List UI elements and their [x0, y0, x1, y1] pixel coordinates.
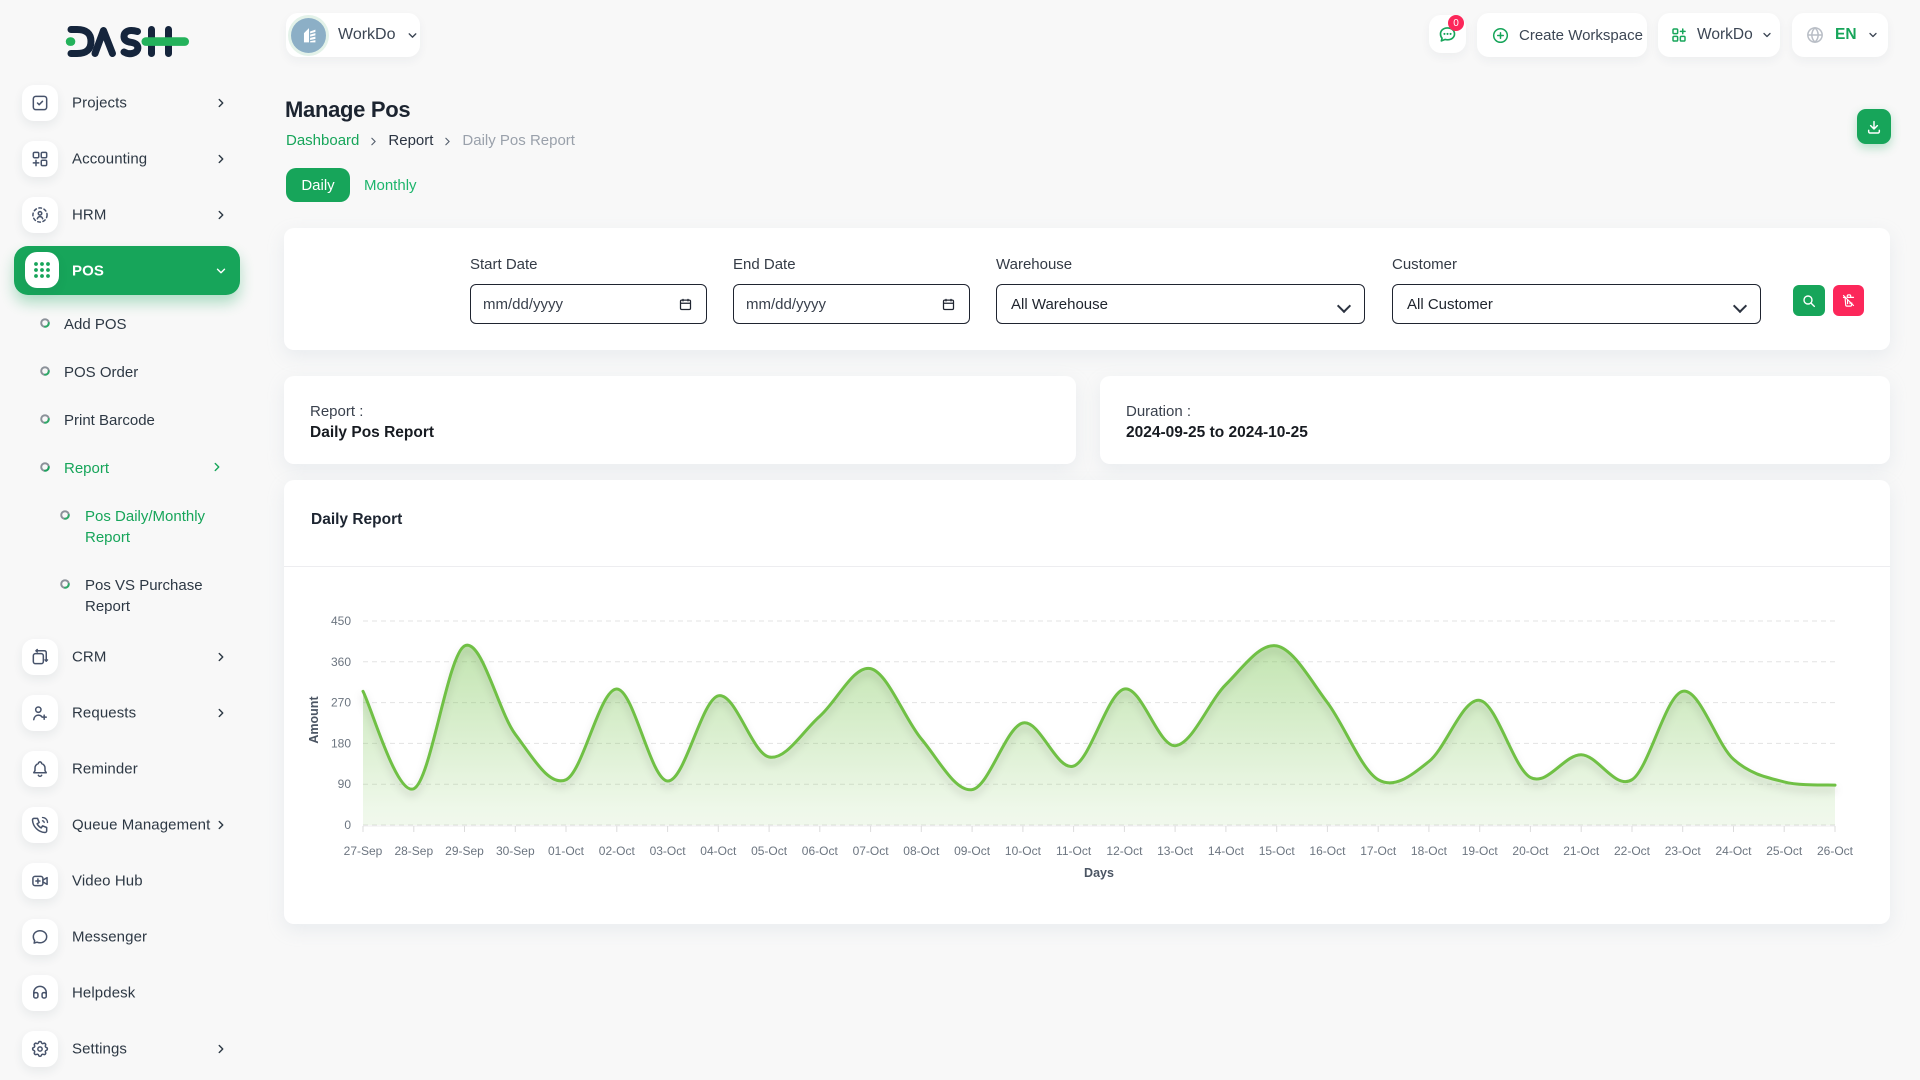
svg-text:17-Oct: 17-Oct [1360, 844, 1397, 858]
svg-text:06-Oct: 06-Oct [802, 844, 839, 858]
svg-text:01-Oct: 01-Oct [548, 844, 585, 858]
svg-text:180: 180 [331, 736, 351, 750]
svg-text:20-Oct: 20-Oct [1512, 844, 1549, 858]
svg-text:26-Oct: 26-Oct [1817, 844, 1854, 858]
svg-text:28-Sep: 28-Sep [394, 844, 433, 858]
svg-text:360: 360 [331, 655, 351, 669]
svg-text:12-Oct: 12-Oct [1106, 844, 1143, 858]
svg-text:16-Oct: 16-Oct [1309, 844, 1346, 858]
svg-text:03-Oct: 03-Oct [650, 844, 687, 858]
svg-text:18-Oct: 18-Oct [1411, 844, 1448, 858]
svg-text:14-Oct: 14-Oct [1208, 844, 1245, 858]
svg-text:19-Oct: 19-Oct [1462, 844, 1499, 858]
svg-text:05-Oct: 05-Oct [751, 844, 788, 858]
svg-text:07-Oct: 07-Oct [853, 844, 890, 858]
svg-text:13-Oct: 13-Oct [1157, 844, 1194, 858]
svg-text:90: 90 [338, 777, 352, 791]
svg-text:0: 0 [344, 818, 351, 832]
svg-text:Days: Days [1084, 866, 1114, 880]
svg-text:09-Oct: 09-Oct [954, 844, 991, 858]
svg-text:23-Oct: 23-Oct [1665, 844, 1702, 858]
svg-text:30-Sep: 30-Sep [496, 844, 535, 858]
svg-text:02-Oct: 02-Oct [599, 844, 636, 858]
svg-text:22-Oct: 22-Oct [1614, 844, 1651, 858]
svg-text:29-Sep: 29-Sep [445, 844, 484, 858]
svg-text:04-Oct: 04-Oct [700, 844, 737, 858]
svg-text:270: 270 [331, 696, 351, 710]
svg-text:15-Oct: 15-Oct [1259, 844, 1296, 858]
svg-text:27-Sep: 27-Sep [344, 844, 383, 858]
svg-text:24-Oct: 24-Oct [1715, 844, 1752, 858]
svg-text:21-Oct: 21-Oct [1563, 844, 1600, 858]
svg-text:10-Oct: 10-Oct [1005, 844, 1042, 858]
svg-text:450: 450 [331, 614, 351, 628]
svg-text:25-Oct: 25-Oct [1766, 844, 1803, 858]
svg-text:Amount: Amount [307, 696, 321, 744]
svg-text:11-Oct: 11-Oct [1056, 844, 1092, 858]
svg-text:08-Oct: 08-Oct [903, 844, 940, 858]
